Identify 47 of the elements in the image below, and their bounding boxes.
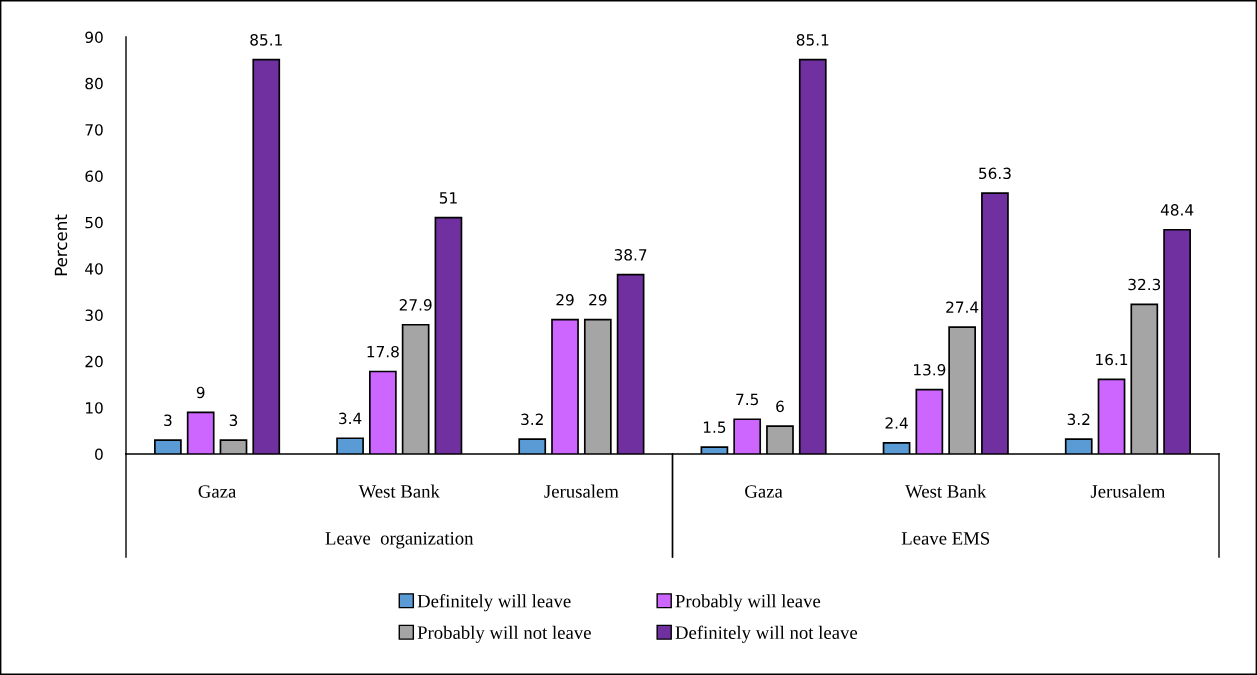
data-label: 13.9 [914, 363, 946, 376]
data-label: 38.7 [614, 249, 647, 261]
data-label: 3 [164, 414, 172, 427]
data-label: 3 [229, 414, 238, 427]
legend-label: Probably will leave [675, 594, 821, 612]
data-label: 1.5 [703, 421, 726, 433]
legend-label: Definitely will not leave [675, 625, 858, 643]
x-tick-label: Gaza [745, 485, 783, 498]
data-label: 51 [439, 192, 457, 204]
data-label: 3.4 [339, 412, 362, 425]
text: Leave EMS [901, 532, 990, 545]
y-tick-label: 10 [86, 402, 103, 414]
data-label: 3.2 [1067, 413, 1090, 426]
legend-label: Probably will not leave [417, 625, 591, 643]
y-tick-label: 30 [85, 309, 103, 322]
data-label: 29 [556, 294, 574, 306]
data-label: 9 [196, 386, 205, 399]
data-label: 6 [776, 400, 784, 413]
y-tick-label: 40 [85, 263, 103, 275]
data-label: 3.2 [521, 413, 543, 426]
x-tick-label: West Bank [905, 484, 987, 498]
data-label: 2.4 [885, 417, 908, 429]
y-tick-label: 50 [85, 216, 103, 229]
x-tick-label: Jerusalem [1090, 484, 1166, 498]
y-tick-label: 0 [95, 448, 103, 461]
data-label: 27.4 [946, 301, 979, 313]
text: Leave organization [325, 532, 474, 549]
x-tick-label: Gaza [198, 485, 237, 498]
x-tick-label: West Bank [358, 484, 440, 498]
data-label: 48.4 [1160, 204, 1194, 216]
data-label: 56.3 [979, 167, 1011, 180]
data-label: 27.9 [399, 299, 432, 311]
data-label: 17.8 [367, 345, 399, 358]
data-label: 16.1 [1096, 353, 1128, 366]
y-tick-label: 80 [85, 77, 103, 90]
legend-label: Definitely will leave [417, 594, 571, 612]
data-label: 29 [589, 294, 607, 306]
y-tick-label: 20 [85, 355, 103, 368]
y-tick-label: 90 [85, 31, 103, 44]
x-tick-label: Jerusalem [544, 484, 619, 498]
data-label: 7.5 [736, 393, 758, 406]
y-tick-label: 70 [85, 124, 103, 136]
y-axis-title: Percent [54, 214, 68, 276]
data-label: 32.3 [1128, 278, 1161, 291]
y-tick-label: 60 [85, 170, 103, 183]
data-label: 85.1 [250, 34, 282, 46]
data-label: 85.1 [796, 34, 829, 46]
